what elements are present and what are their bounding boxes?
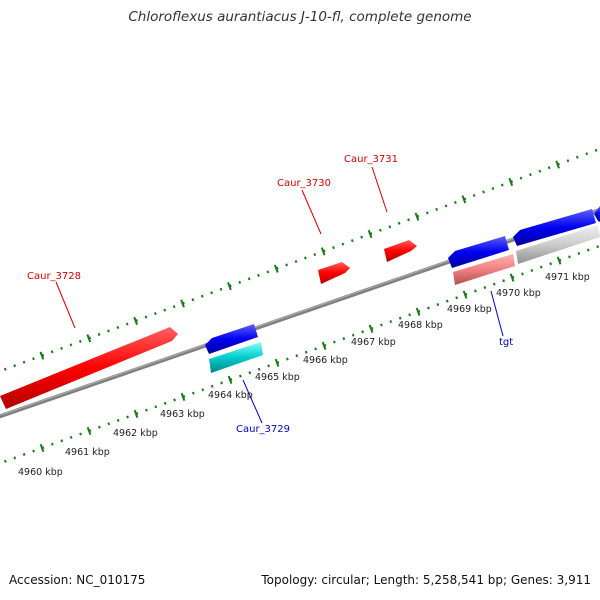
tick-mark bbox=[133, 316, 138, 325]
position-label: 4969 kbp bbox=[447, 304, 492, 315]
position-label: 4971 kbp bbox=[545, 272, 590, 283]
gene-other[interactable] bbox=[516, 225, 600, 264]
tick-mark bbox=[415, 307, 421, 316]
gene-caur-3731[interactable] bbox=[384, 240, 417, 262]
tick-mark bbox=[368, 324, 374, 333]
gene-label-caur-3730: Caur_3730 bbox=[277, 178, 331, 189]
position-label: 4961 kbp bbox=[65, 447, 110, 458]
gene-label-caur-3729: Caur_3729 bbox=[236, 424, 290, 435]
gene-caur-3729-rna[interactable] bbox=[209, 342, 263, 373]
tick-mark bbox=[133, 409, 139, 419]
position-label: 4963 kbp bbox=[160, 409, 205, 420]
tick-mark bbox=[39, 351, 45, 360]
page-title: Chloroflexus aurantiacus J-10-fl, comple… bbox=[128, 9, 472, 25]
gene-reverse-edge[interactable] bbox=[594, 206, 600, 222]
gene-label-tgt: tgt bbox=[499, 337, 513, 348]
tick-mark bbox=[321, 341, 327, 350]
position-label: 4962 kbp bbox=[113, 428, 158, 439]
gene-caur-3728[interactable] bbox=[0, 327, 178, 409]
tick-mark bbox=[86, 426, 92, 436]
tick-mark bbox=[320, 247, 326, 256]
position-label: 4968 kbp bbox=[398, 320, 443, 331]
gene-tgt[interactable] bbox=[448, 236, 509, 268]
tick-mark bbox=[227, 375, 233, 384]
tick-mark bbox=[367, 229, 373, 239]
tick-mark bbox=[556, 256, 562, 265]
topology-text: Topology: circular; Length: 5,258,541 bp… bbox=[261, 573, 591, 587]
tick-mark bbox=[86, 334, 92, 343]
gene-caur-3729-cds[interactable] bbox=[205, 324, 258, 354]
tick-mark bbox=[555, 160, 560, 169]
gene-reverse-right[interactable] bbox=[513, 209, 596, 246]
tick-mark bbox=[39, 443, 45, 453]
tick-mark bbox=[462, 290, 468, 299]
tick-mark bbox=[509, 273, 515, 282]
position-label: 4970 kbp bbox=[496, 288, 541, 299]
tick-mark bbox=[414, 212, 420, 221]
position-label: 4964 kbp bbox=[208, 390, 253, 401]
tick-mark bbox=[274, 358, 280, 367]
inner-tick-track bbox=[0, 244, 600, 465]
tick-mark bbox=[180, 299, 185, 308]
tick-mark bbox=[508, 177, 514, 187]
gene-caur-3730[interactable] bbox=[318, 262, 350, 284]
tick-mark bbox=[461, 195, 467, 204]
position-label: 4966 kbp bbox=[303, 355, 348, 366]
position-label: 4967 kbp bbox=[351, 337, 396, 348]
gene-label-caur-3728: Caur_3728 bbox=[27, 271, 81, 282]
gene-pseudo[interactable] bbox=[453, 254, 515, 285]
position-label: 4965 kbp bbox=[255, 372, 300, 383]
gene-label-caur-3731: Caur_3731 bbox=[344, 154, 398, 165]
tick-mark bbox=[227, 282, 232, 291]
tick-mark bbox=[273, 264, 279, 273]
accession-text: Accession: NC_010175 bbox=[9, 573, 146, 587]
tick-mark bbox=[180, 392, 186, 401]
position-label: 4960 kbp bbox=[18, 467, 63, 478]
major-ticks bbox=[39, 160, 562, 453]
